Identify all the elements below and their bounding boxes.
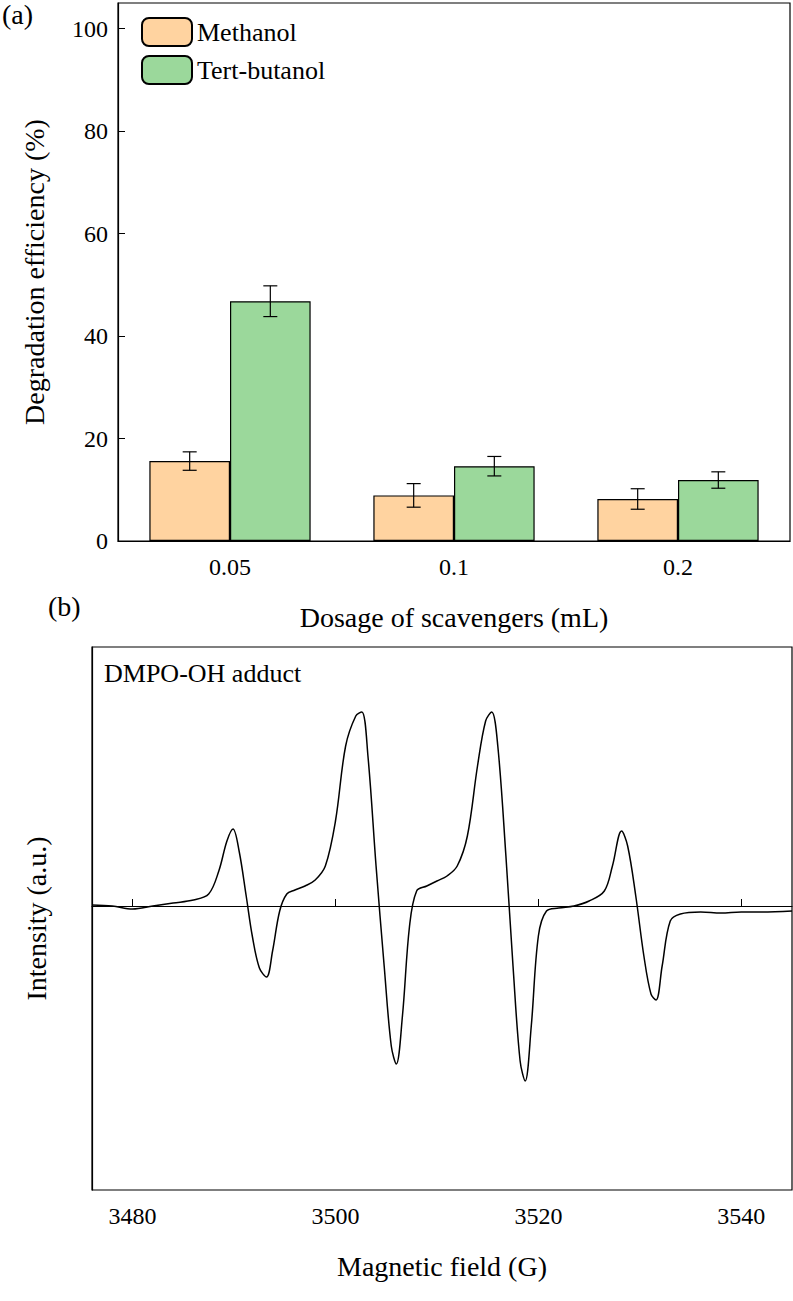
svg-text:20: 20 <box>84 426 108 452</box>
svg-text:3540: 3540 <box>717 1203 765 1229</box>
svg-text:(b): (b) <box>48 591 81 622</box>
svg-text:3500: 3500 <box>311 1203 359 1229</box>
svg-text:3520: 3520 <box>514 1203 562 1229</box>
svg-text:40: 40 <box>84 323 108 349</box>
svg-text:3480: 3480 <box>109 1203 157 1229</box>
svg-text:Tert-butanol: Tert-butanol <box>197 56 325 85</box>
svg-text:Degradation efficiency (%): Degradation efficiency (%) <box>19 119 50 425</box>
svg-text:0: 0 <box>96 528 108 554</box>
svg-text:0.05: 0.05 <box>209 554 251 580</box>
svg-text:60: 60 <box>84 221 108 247</box>
svg-text:Intensity (a.u.): Intensity (a.u.) <box>21 836 52 1000</box>
svg-text:0.1: 0.1 <box>439 554 469 580</box>
svg-text:(a): (a) <box>2 0 33 30</box>
svg-text:DMPO-OH adduct: DMPO-OH adduct <box>104 659 302 688</box>
svg-text:100: 100 <box>72 16 108 42</box>
svg-text:80: 80 <box>84 118 108 144</box>
svg-text:Methanol: Methanol <box>197 18 297 47</box>
svg-text:0.2: 0.2 <box>663 554 693 580</box>
svg-text:Dosage of scavengers (mL): Dosage of scavengers (mL) <box>300 602 609 633</box>
svg-text:Magnetic field (G): Magnetic field (G) <box>337 1251 547 1282</box>
